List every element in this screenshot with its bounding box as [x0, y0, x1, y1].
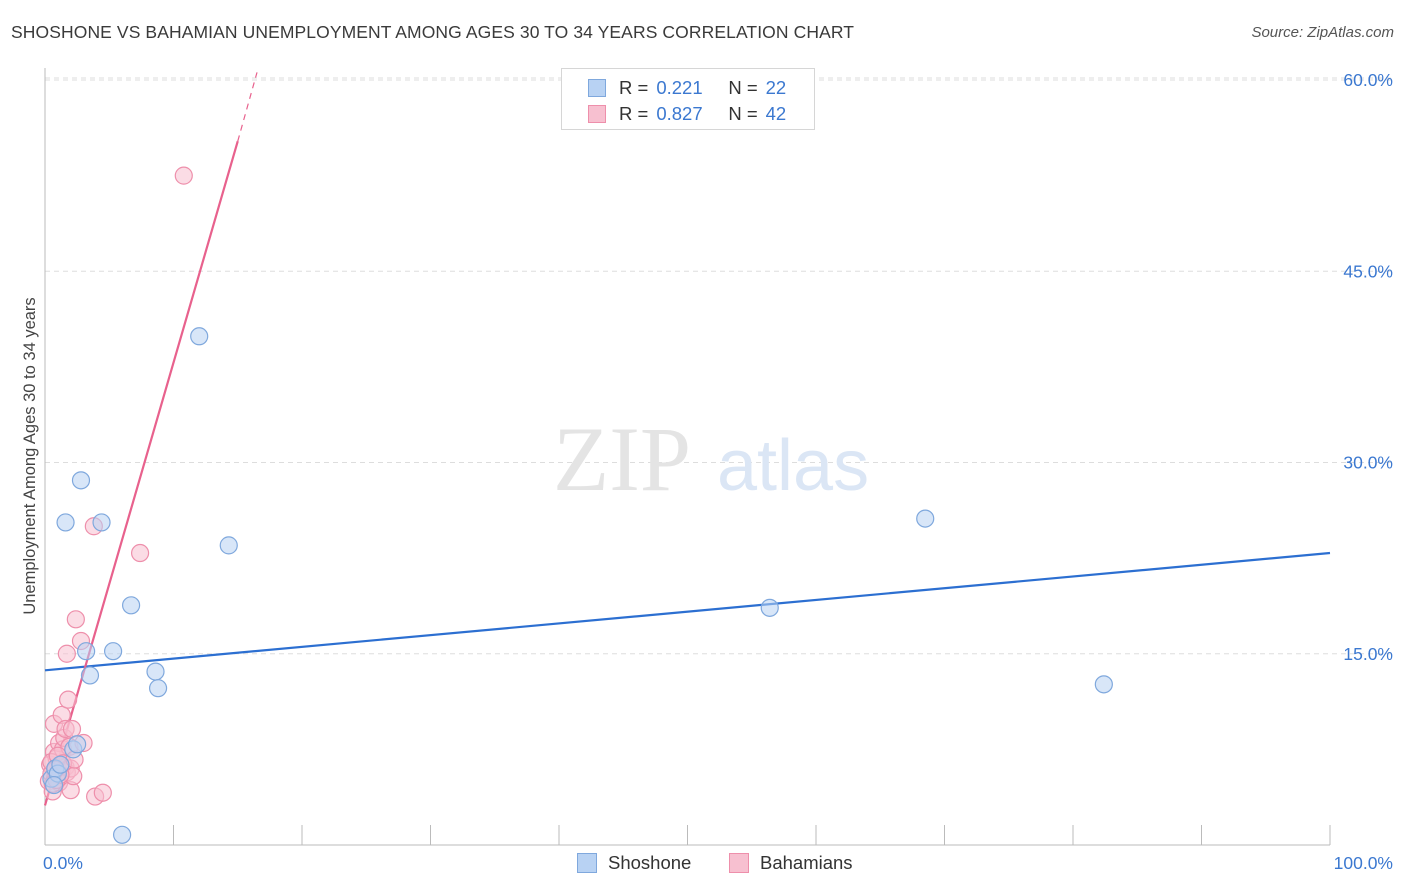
bahamians-trend-line	[43, 140, 239, 806]
shoshone-point	[104, 642, 123, 661]
bahamians-points	[39, 166, 193, 806]
shoshone-trend-line	[44, 551, 1331, 672]
legend-r-label: R =	[619, 77, 649, 98]
legend-swatch-bahamians	[588, 105, 606, 123]
correlation-legend: R = 0.221 N = 22 R = 0.827 N = 42	[561, 68, 815, 130]
y-tick-label: 15.0%	[1343, 644, 1393, 664]
bahamians-point	[59, 690, 78, 709]
legend-swatch-bahamians	[729, 853, 749, 873]
series-legend: Shoshone Bahamians	[0, 852, 1406, 876]
shoshone-point	[92, 513, 111, 532]
shoshone-point	[56, 513, 75, 532]
trend-lines	[43, 72, 1331, 806]
shoshone-point	[68, 735, 87, 754]
legend-label-shoshone: Shoshone	[608, 852, 692, 873]
axes	[44, 68, 1331, 846]
x-tick-label: 0.0%	[43, 853, 83, 873]
shoshone-point	[121, 596, 141, 615]
y-tick-label: 45.0%	[1343, 261, 1393, 281]
shoshone-point	[146, 662, 165, 681]
grid-lines	[45, 77, 1393, 655]
bahamians-trend-extension	[237, 72, 258, 142]
y-tick-label: 60.0%	[1343, 70, 1393, 90]
x-tick-label: 100.0%	[1334, 853, 1393, 873]
legend-item-shoshone[interactable]: Shoshone	[577, 852, 691, 874]
legend-n-value-shoshone: 22	[765, 77, 787, 98]
shoshone-point	[51, 755, 70, 774]
chart-title: SHOSHONE VS BAHAMIAN UNEMPLOYMENT AMONG …	[11, 22, 855, 42]
legend-r-value-bahamians: 0.827	[656, 103, 703, 124]
watermark-zip: ZIP	[553, 408, 691, 510]
shoshone-point	[219, 536, 238, 555]
source-label: Source: ZipAtlas.com	[1251, 24, 1394, 41]
shoshone-point	[916, 509, 935, 528]
bahamians-point	[93, 783, 112, 802]
bahamians-point	[66, 610, 85, 629]
watermark: ZIP atlas	[553, 408, 869, 510]
legend-row-shoshone: R = 0.221 N = 22	[588, 76, 786, 100]
shoshone-point	[44, 775, 64, 795]
legend-item-bahamians[interactable]: Bahamians	[729, 852, 853, 874]
legend-row-bahamians: R = 0.827 N = 42	[588, 102, 786, 126]
legend-n-label: N =	[728, 77, 758, 98]
shoshone-point	[1094, 675, 1113, 694]
shoshone-point	[71, 471, 91, 490]
legend-swatch-shoshone	[588, 79, 606, 97]
legend-label-bahamians: Bahamians	[760, 852, 853, 873]
watermark-atlas: atlas	[717, 426, 869, 506]
shoshone-point	[148, 679, 168, 698]
shoshone-point	[80, 666, 100, 685]
tick-labels: 15.0% 30.0% 45.0% 60.0% 0.0% 100.0%	[43, 70, 1393, 873]
y-axis-label: Unemployment Among Ages 30 to 34 years	[21, 297, 39, 614]
bahamians-point	[62, 719, 82, 739]
shoshone-point	[112, 825, 132, 844]
legend-swatch-shoshone	[577, 853, 597, 873]
legend-r-label: R =	[619, 103, 649, 124]
legend-n-value-bahamians: 42	[765, 103, 787, 124]
bahamians-point	[57, 644, 76, 663]
legend-n-label: N =	[728, 103, 758, 124]
legend-r-value-shoshone: 0.221	[656, 77, 703, 98]
y-tick-label: 30.0%	[1343, 453, 1393, 473]
bahamians-point	[130, 543, 150, 563]
shoshone-points	[42, 327, 1113, 844]
shoshone-point	[190, 327, 209, 346]
shoshone-point	[77, 642, 96, 661]
bahamians-point	[174, 166, 193, 185]
shoshone-point	[760, 598, 779, 617]
